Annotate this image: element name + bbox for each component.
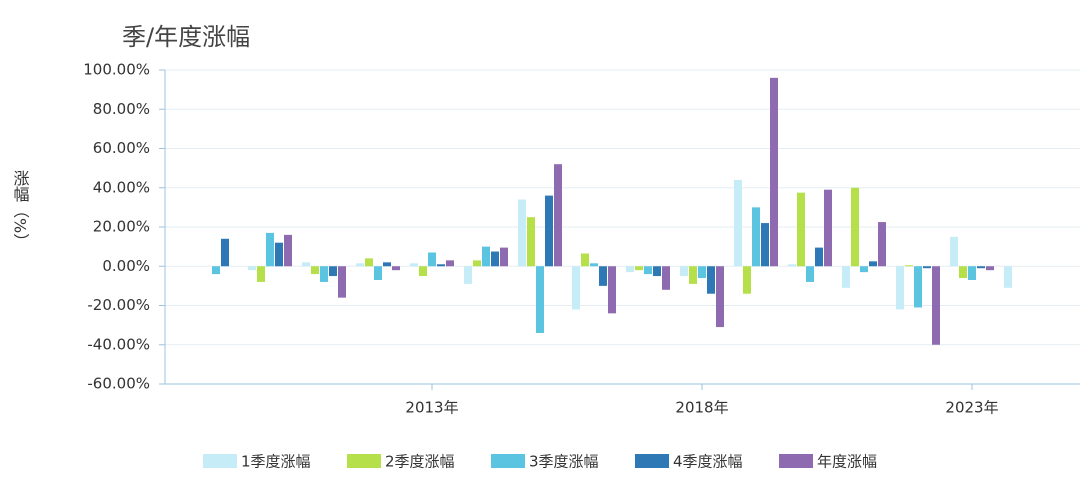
bar — [896, 266, 904, 310]
bar — [428, 252, 436, 267]
bar — [446, 260, 454, 267]
bar — [410, 263, 418, 267]
bar — [770, 77, 778, 267]
bar — [716, 266, 724, 328]
bar — [878, 222, 886, 267]
bar — [869, 261, 877, 267]
y-tick-label: 40.00% — [93, 178, 150, 196]
y-tick-label: -20.00% — [87, 296, 150, 314]
bar — [752, 207, 760, 267]
bar — [311, 266, 319, 275]
bar — [248, 266, 256, 271]
bar — [950, 236, 958, 267]
bar — [581, 253, 589, 267]
bar — [275, 242, 283, 267]
bar — [824, 189, 832, 267]
bar — [419, 266, 427, 277]
bar — [707, 266, 715, 294]
bar — [491, 251, 499, 267]
legend-label: 2季度涨幅 — [385, 453, 455, 471]
bar — [212, 266, 220, 275]
bar — [986, 266, 994, 271]
bar — [662, 266, 670, 290]
bar — [464, 266, 472, 284]
bar — [932, 266, 940, 345]
chart-title: 季/年度涨幅 — [122, 23, 250, 51]
bar — [923, 266, 931, 269]
bar — [572, 266, 580, 310]
x-tick-label: 2013年 — [405, 399, 458, 417]
legend-swatch — [203, 454, 237, 468]
bar — [860, 266, 868, 273]
y-tick-label: -60.00% — [87, 375, 150, 393]
bar — [608, 266, 616, 314]
legend-label: 1季度涨幅 — [241, 453, 311, 471]
bar — [320, 266, 328, 282]
x-tick-label: 2023年 — [945, 399, 998, 417]
bar — [257, 266, 265, 282]
bar — [383, 262, 391, 267]
bar — [554, 164, 562, 267]
y-tick-label: 0.00% — [102, 257, 150, 275]
bar — [977, 266, 985, 269]
bar — [968, 266, 976, 280]
bar — [680, 266, 688, 277]
bar — [959, 266, 967, 279]
bar — [284, 234, 292, 267]
legend-label: 4季度涨幅 — [673, 453, 743, 471]
bar — [437, 264, 445, 267]
y-tick-label: 100.00% — [83, 61, 150, 79]
legend-label: 年度涨幅 — [817, 453, 877, 471]
bar — [698, 266, 706, 279]
y-axis-label: 涨幅（%） — [11, 170, 30, 249]
bar — [590, 263, 598, 267]
bar — [734, 179, 742, 267]
legend-swatch — [635, 454, 669, 468]
y-tick-label: 60.00% — [93, 139, 150, 157]
bar — [599, 266, 607, 286]
bar — [815, 247, 823, 267]
legend-swatch — [779, 454, 813, 468]
legend-swatch — [491, 454, 525, 468]
bar — [482, 246, 490, 267]
bar — [500, 247, 508, 267]
bar — [518, 199, 526, 267]
legend-swatch — [347, 454, 381, 468]
bar — [797, 192, 805, 267]
bar — [545, 195, 553, 267]
bar — [374, 266, 382, 280]
bar — [392, 266, 400, 271]
legend-label: 3季度涨幅 — [529, 453, 599, 471]
x-tick-label: 2018年 — [675, 399, 728, 417]
bar — [536, 266, 544, 333]
y-tick-label: -40.00% — [87, 335, 150, 353]
bar — [329, 266, 337, 277]
bar — [689, 266, 697, 284]
bar — [806, 266, 814, 282]
bar — [356, 263, 364, 267]
bar — [338, 266, 346, 298]
y-tick-label: 20.00% — [93, 218, 150, 236]
bar — [743, 266, 751, 294]
bar — [644, 266, 652, 275]
bar — [527, 217, 535, 267]
bar — [914, 266, 922, 308]
bar — [1004, 266, 1012, 288]
bar — [842, 266, 850, 288]
bar — [851, 187, 859, 267]
bar — [788, 264, 796, 267]
bar — [473, 260, 481, 267]
bar — [626, 266, 634, 273]
y-tick-label: 80.00% — [93, 100, 150, 118]
bar — [653, 266, 661, 277]
bar — [365, 258, 373, 267]
bar — [905, 265, 913, 267]
bar — [635, 266, 643, 271]
bar — [266, 232, 274, 267]
bar — [302, 262, 310, 267]
bar — [761, 223, 769, 267]
bar — [221, 238, 229, 267]
